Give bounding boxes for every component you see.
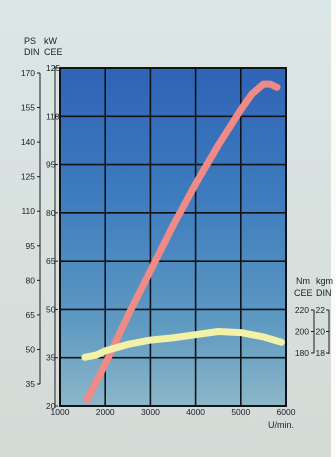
kw-tick-label: 125 bbox=[46, 63, 60, 73]
ps-tick-label: 95 bbox=[26, 241, 36, 251]
ps-tick-label: 140 bbox=[21, 137, 35, 147]
kw-tick-label: 65 bbox=[46, 256, 56, 266]
x-tick-label: 3000 bbox=[141, 407, 160, 417]
x-tick-label: 6000 bbox=[277, 407, 296, 417]
kw-tick-label: 20 bbox=[46, 401, 56, 411]
grid bbox=[60, 68, 286, 406]
kgm-unit-label: kgm bbox=[316, 276, 333, 286]
ps-tick-label: 155 bbox=[21, 103, 35, 113]
nm-standard-label: CEE bbox=[294, 288, 313, 298]
x-tick-label: 2000 bbox=[96, 407, 115, 417]
nm-tick-label: 220 bbox=[295, 305, 309, 315]
kw-tick-label: 35 bbox=[46, 353, 56, 363]
x-tick-label: 4000 bbox=[186, 407, 205, 417]
x-tick-label: 1000 bbox=[51, 407, 70, 417]
x-axis-label: U/min. bbox=[268, 420, 294, 430]
page-edge bbox=[331, 0, 336, 457]
ps-tick-label: 170 bbox=[21, 68, 35, 78]
nm-axis-ticks: 220 200 180 bbox=[295, 305, 314, 358]
nm-tick-label: 180 bbox=[295, 348, 309, 358]
series-lines bbox=[81, 80, 285, 404]
x-tick-label: 5000 bbox=[231, 407, 250, 417]
kgm-tick-label: 18 bbox=[316, 348, 326, 358]
kw-tick-label: 50 bbox=[46, 304, 56, 314]
kw-tick-label: 95 bbox=[46, 160, 56, 170]
ps-unit-label: PS bbox=[24, 36, 36, 46]
kgm-tick-label: 20 bbox=[316, 327, 326, 337]
ps-tick-label: 125 bbox=[21, 172, 35, 182]
kw-tick-label: 110 bbox=[46, 111, 60, 121]
kgm-standard-label: DIN bbox=[316, 288, 332, 298]
kw-standard-label: CEE bbox=[44, 47, 63, 57]
ps-tick-label: 110 bbox=[21, 206, 35, 216]
ps-tick-label: 35 bbox=[26, 379, 36, 389]
kw-tick-label: 80 bbox=[46, 208, 56, 218]
plot-area bbox=[60, 68, 286, 406]
nm-unit-label: Nm bbox=[296, 276, 310, 286]
kw-unit-label: kW bbox=[44, 36, 58, 46]
plot-frame bbox=[59, 67, 287, 407]
torque-curve bbox=[81, 328, 285, 361]
kgm-axis-ticks: 22 20 18 bbox=[316, 305, 329, 358]
power-curve bbox=[83, 80, 281, 404]
ps-tick-label: 80 bbox=[26, 275, 36, 285]
ps-tick-label: 50 bbox=[26, 344, 36, 354]
kw-axis-ticks: 125 110 95 80 65 50 35 20 bbox=[46, 63, 60, 411]
x-axis-ticks: 1000 2000 3000 4000 5000 6000 bbox=[51, 407, 296, 417]
ps-axis-ticks: 170 155 140 125 110 95 80 65 50 35 bbox=[21, 68, 40, 389]
ps-standard-label: DIN bbox=[24, 47, 40, 57]
kgm-tick-label: 22 bbox=[316, 305, 326, 315]
nm-tick-label: 200 bbox=[295, 327, 309, 337]
ps-tick-label: 65 bbox=[26, 310, 36, 320]
